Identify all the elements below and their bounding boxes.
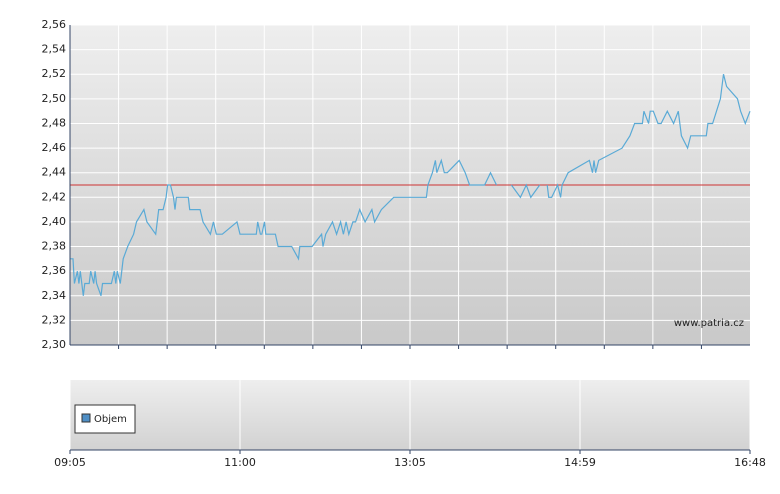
y-tick-label: 2,46 [42,141,67,154]
y-tick-label: 2,44 [42,166,67,179]
watermark: www.patria.cz [674,318,744,329]
y-tick-label: 2,34 [42,289,67,302]
x-tick-label: 16:48 [734,456,766,469]
y-tick-label: 2,38 [42,240,67,253]
x-tick-label: 14:59 [564,456,596,469]
legend-swatch [81,413,91,423]
price-line [70,74,751,297]
y-tick-label: 2,50 [42,92,67,105]
y-tick-label: 2,42 [42,190,67,203]
y-tick-label: 2,32 [42,313,67,326]
x-tick-label: 11:00 [224,456,256,469]
y-tick-label: 2,36 [42,264,67,277]
x-tick-label: 13:05 [394,456,426,469]
legend-label: Objem [94,414,127,425]
y-tick-label: 2,48 [42,116,67,129]
y-tick-label: 2,54 [42,43,67,56]
x-tick-label: 09:05 [54,456,86,469]
y-tick-label: 2,30 [42,338,67,351]
data [70,74,751,297]
y-tick-label: 2,56 [42,18,67,31]
y-tick-label: 2,40 [42,215,67,228]
y-tick-label: 2,52 [42,67,67,80]
